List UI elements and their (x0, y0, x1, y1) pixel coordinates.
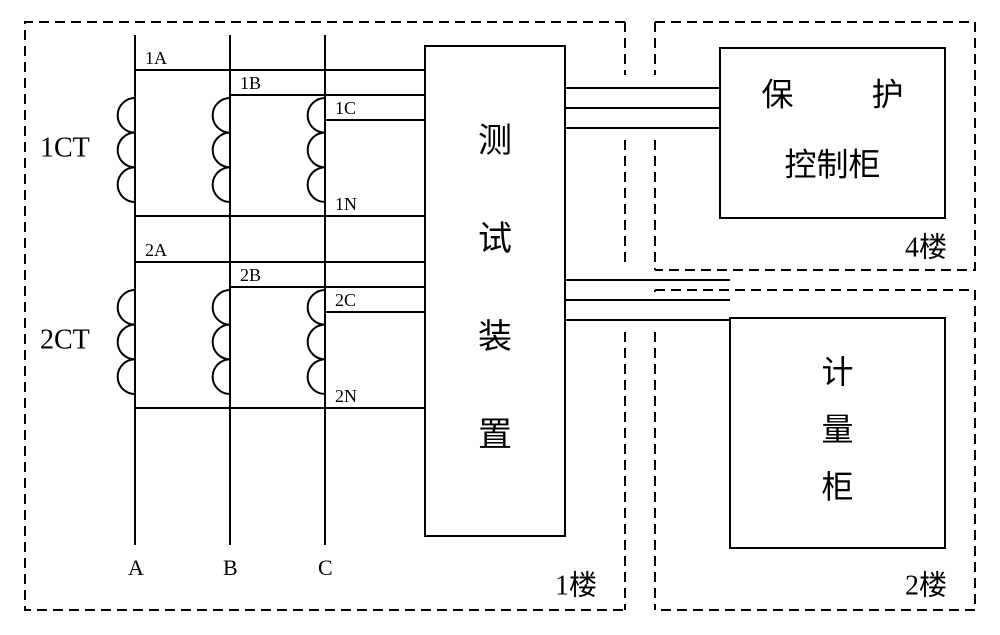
tester-char: 测 (478, 123, 512, 160)
floor2-label: 2楼 (905, 569, 947, 601)
wire-label: 2N (335, 386, 357, 406)
meter-char: 柜 (821, 469, 853, 505)
wire-label: 1A (145, 48, 167, 68)
tester-char: 置 (478, 417, 512, 454)
floor2-frame (655, 290, 975, 610)
wire-label: 1C (335, 98, 356, 118)
ct-label: 1CT (40, 132, 90, 163)
meter-char: 计 (821, 354, 853, 390)
tester-char: 装 (478, 318, 512, 356)
ct-label: 2CT (40, 324, 90, 355)
tester-box (425, 46, 565, 536)
ct-coil (213, 290, 230, 394)
protect-box (720, 48, 945, 218)
ct-coil (213, 98, 230, 202)
ct-coil (308, 98, 325, 202)
ct-coil (308, 290, 325, 394)
ct-coil (118, 98, 135, 202)
wire-label: 1N (335, 194, 357, 214)
phase-a-label: A (128, 555, 144, 580)
ct-coil (118, 290, 135, 394)
protect-line2: 控制柜 (784, 146, 880, 182)
wire-label: 2B (240, 265, 261, 285)
wire-label: 2C (335, 290, 356, 310)
phase-c-label: C (318, 555, 333, 580)
protect-char: 护 (871, 76, 903, 112)
meter-char: 量 (821, 411, 853, 447)
protect-char: 保 (761, 76, 793, 112)
floor4-label: 4楼 (905, 231, 947, 263)
wire-label: 1B (240, 73, 261, 93)
wire-label: 2A (145, 240, 167, 260)
phase-b-label: B (223, 555, 238, 580)
floor1-label: 1楼 (555, 569, 597, 601)
tester-char: 试 (478, 221, 512, 258)
